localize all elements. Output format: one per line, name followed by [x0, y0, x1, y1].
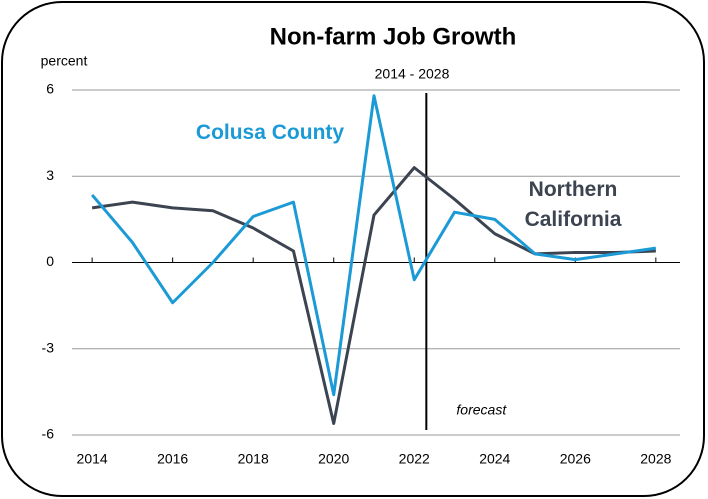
y-tick-label: 3 [46, 167, 54, 183]
x-tick-label: 2020 [318, 451, 349, 467]
series-label: Northern California [524, 178, 622, 231]
y-tick-label: 6 [46, 81, 54, 97]
y-tick-label: -6 [42, 426, 55, 442]
y-tick-label: -3 [42, 339, 55, 355]
forecast-label: forecast [456, 402, 507, 418]
y-tick-label: 0 [46, 253, 54, 269]
x-tick-label: 2028 [640, 451, 671, 467]
x-tick-label: 2026 [560, 451, 591, 467]
series-label: Colusa County [195, 121, 345, 144]
x-tick-label: 2014 [77, 451, 108, 467]
x-tick-label: 2024 [479, 451, 510, 467]
series-line [90, 94, 657, 397]
chart-title: Non-farm Job Growth [270, 23, 517, 50]
x-tick-label: 2016 [157, 451, 188, 467]
y-axis-label: percent [41, 53, 88, 69]
chart-subtitle: 2014 - 2028 [375, 66, 450, 82]
x-tick-label: 2022 [399, 451, 430, 467]
series-line [91, 166, 656, 425]
x-tick-label: 2018 [238, 451, 269, 467]
